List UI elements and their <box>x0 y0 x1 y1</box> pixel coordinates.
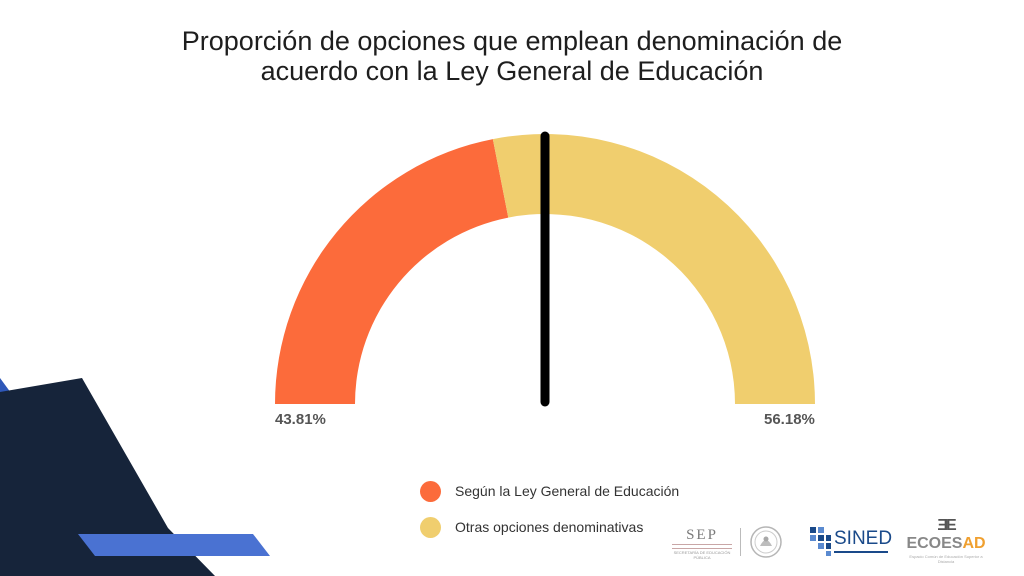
sined-logo-underline <box>834 551 888 553</box>
decor-blue-band <box>78 534 270 556</box>
ecoesad-mark-icon: ƎE <box>937 517 956 534</box>
legend-swatch-otras-opciones <box>420 516 441 538</box>
ecoesad-logo-subtitle: Espacio Común de Educación Superior a Di… <box>909 554 983 564</box>
legend-label-ley-general: Según la Ley General de Educación <box>455 483 680 499</box>
sep-logo-subtitle: SECRETARÍA DE EDUCACIÓN PÚBLICA <box>673 550 731 560</box>
mexico-seal-icon <box>750 526 782 558</box>
sep-logo-lines <box>672 544 732 549</box>
ecoesad-logo: ƎE ECOESAD Espacio Común de Educación Su… <box>904 518 988 566</box>
ecoesad-text-b: AD <box>962 535 986 552</box>
sined-logo-text: SINED <box>834 528 893 549</box>
legend-item-otras-opciones: Otras opciones denominativas <box>420 516 679 538</box>
gauge-segment-otras-opciones <box>492 134 815 404</box>
value-label-ley-general: 43.81% <box>275 411 326 428</box>
ecoesad-logo-text: ECOESAD <box>904 534 988 554</box>
gauge-segment-ley-general <box>275 139 509 404</box>
logo-divider <box>740 528 741 556</box>
ecoesad-text-a: ECOES <box>906 535 963 552</box>
legend-item-ley-general: Según la Ley General de Educación <box>420 480 679 502</box>
sep-logo: SEP SECRETARÍA DE EDUCACIÓN PÚBLICA <box>666 527 738 560</box>
sined-logo: SINED <box>808 525 893 557</box>
decor-dark-shape <box>0 378 215 576</box>
legend-label-otras-opciones: Otras opciones denominativas <box>455 519 644 535</box>
sined-grid-icon <box>810 527 831 556</box>
chart-legend: Según la Ley General de Educación Otras … <box>420 480 679 552</box>
sep-logo-text: SEP <box>686 527 718 543</box>
legend-swatch-ley-general <box>420 480 441 502</box>
value-label-otras-opciones: 56.18% <box>764 411 815 428</box>
chart-title-line-2: acuerdo con la Ley General de Educación <box>260 56 764 86</box>
chart-title-line-1: Proporción de opciones que emplean denom… <box>181 26 843 56</box>
chart-title: Proporción de opciones que emplean denom… <box>112 26 912 86</box>
